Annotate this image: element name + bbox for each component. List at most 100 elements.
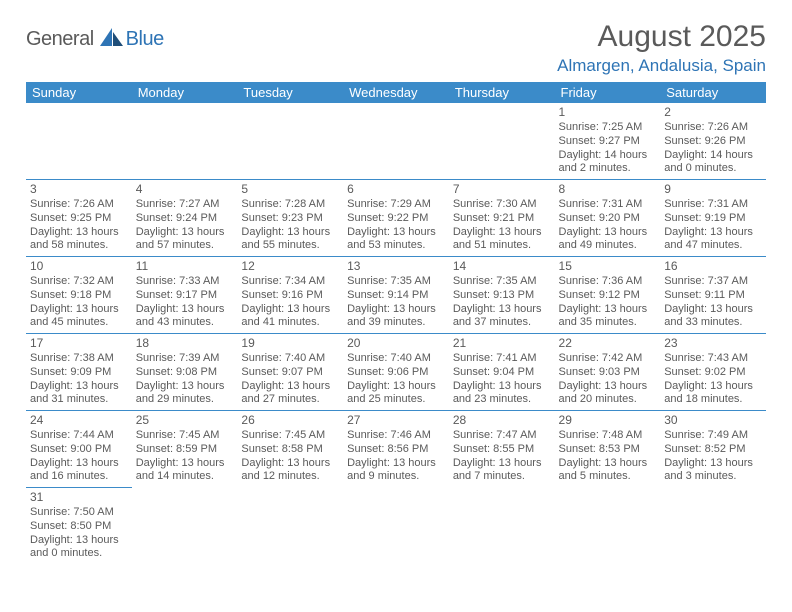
- sunset-line: Sunset: 9:14 PM: [347, 289, 445, 303]
- calendar-cell: 8Sunrise: 7:31 AMSunset: 9:20 PMDaylight…: [555, 180, 661, 257]
- sunrise-line: Sunrise: 7:45 AM: [241, 429, 339, 443]
- weekday-header: Sunday: [26, 82, 132, 103]
- day-number: 2: [664, 105, 762, 120]
- sunrise-line: Sunrise: 7:26 AM: [30, 198, 128, 212]
- sunrise-line: Sunrise: 7:38 AM: [30, 352, 128, 366]
- day-number: 8: [559, 182, 657, 197]
- calendar-week: 1Sunrise: 7:25 AMSunset: 9:27 PMDaylight…: [26, 103, 766, 180]
- calendar-cell: 16Sunrise: 7:37 AMSunset: 9:11 PMDayligh…: [660, 257, 766, 334]
- calendar-cell: 25Sunrise: 7:45 AMSunset: 8:59 PMDayligh…: [132, 411, 238, 488]
- day-number: 26: [241, 413, 339, 428]
- daylight-line: Daylight: 13 hours and 5 minutes.: [559, 457, 657, 485]
- sunset-line: Sunset: 9:09 PM: [30, 366, 128, 380]
- daylight-line: Daylight: 13 hours and 14 minutes.: [136, 457, 234, 485]
- sunrise-line: Sunrise: 7:47 AM: [453, 429, 551, 443]
- daylight-line: Daylight: 13 hours and 25 minutes.: [347, 380, 445, 408]
- calendar-cell: 13Sunrise: 7:35 AMSunset: 9:14 PMDayligh…: [343, 257, 449, 334]
- day-number: 29: [559, 413, 657, 428]
- calendar-page: General Blue August 2025 Almargen, Andal…: [0, 0, 792, 574]
- day-number: 12: [241, 259, 339, 274]
- calendar-cell: 4Sunrise: 7:27 AMSunset: 9:24 PMDaylight…: [132, 180, 238, 257]
- header: General Blue August 2025 Almargen, Andal…: [26, 20, 766, 76]
- sunrise-line: Sunrise: 7:45 AM: [136, 429, 234, 443]
- calendar-cell: 3Sunrise: 7:26 AMSunset: 9:25 PMDaylight…: [26, 180, 132, 257]
- day-number: 5: [241, 182, 339, 197]
- sunset-line: Sunset: 8:52 PM: [664, 443, 762, 457]
- sunrise-line: Sunrise: 7:46 AM: [347, 429, 445, 443]
- daylight-line: Daylight: 13 hours and 51 minutes.: [453, 226, 551, 254]
- day-number: 18: [136, 336, 234, 351]
- daylight-line: Daylight: 13 hours and 31 minutes.: [30, 380, 128, 408]
- sunrise-line: Sunrise: 7:35 AM: [347, 275, 445, 289]
- weekday-header: Monday: [132, 82, 238, 103]
- calendar-cell: 1Sunrise: 7:25 AMSunset: 9:27 PMDaylight…: [555, 103, 661, 180]
- sunset-line: Sunset: 9:21 PM: [453, 212, 551, 226]
- sunrise-line: Sunrise: 7:34 AM: [241, 275, 339, 289]
- sunset-line: Sunset: 9:02 PM: [664, 366, 762, 380]
- sunset-line: Sunset: 8:58 PM: [241, 443, 339, 457]
- day-number: 10: [30, 259, 128, 274]
- sunrise-line: Sunrise: 7:26 AM: [664, 121, 762, 135]
- sunset-line: Sunset: 8:53 PM: [559, 443, 657, 457]
- sunrise-line: Sunrise: 7:29 AM: [347, 198, 445, 212]
- day-number: 7: [453, 182, 551, 197]
- calendar-cell: [449, 488, 555, 565]
- sunset-line: Sunset: 9:08 PM: [136, 366, 234, 380]
- daylight-line: Daylight: 13 hours and 23 minutes.: [453, 380, 551, 408]
- calendar-cell: [343, 488, 449, 565]
- calendar-cell: 2Sunrise: 7:26 AMSunset: 9:26 PMDaylight…: [660, 103, 766, 180]
- daylight-line: Daylight: 13 hours and 35 minutes.: [559, 303, 657, 331]
- calendar-cell: [555, 488, 661, 565]
- day-number: 9: [664, 182, 762, 197]
- sunrise-line: Sunrise: 7:43 AM: [664, 352, 762, 366]
- day-number: 24: [30, 413, 128, 428]
- day-number: 4: [136, 182, 234, 197]
- sunset-line: Sunset: 9:13 PM: [453, 289, 551, 303]
- calendar-cell: [26, 103, 132, 180]
- sunrise-line: Sunrise: 7:28 AM: [241, 198, 339, 212]
- daylight-line: Daylight: 14 hours and 2 minutes.: [559, 149, 657, 177]
- day-number: 11: [136, 259, 234, 274]
- weekday-header: Thursday: [449, 82, 555, 103]
- daylight-line: Daylight: 13 hours and 45 minutes.: [30, 303, 128, 331]
- calendar-week: 31Sunrise: 7:50 AMSunset: 8:50 PMDayligh…: [26, 488, 766, 565]
- month-title: August 2025: [557, 20, 766, 54]
- sunset-line: Sunset: 9:18 PM: [30, 289, 128, 303]
- calendar-cell: 7Sunrise: 7:30 AMSunset: 9:21 PMDaylight…: [449, 180, 555, 257]
- day-number: 30: [664, 413, 762, 428]
- sunset-line: Sunset: 8:55 PM: [453, 443, 551, 457]
- location-subtitle: Almargen, Andalusia, Spain: [557, 56, 766, 76]
- sunrise-line: Sunrise: 7:32 AM: [30, 275, 128, 289]
- calendar-cell: 5Sunrise: 7:28 AMSunset: 9:23 PMDaylight…: [237, 180, 343, 257]
- daylight-line: Daylight: 13 hours and 33 minutes.: [664, 303, 762, 331]
- sunset-line: Sunset: 9:27 PM: [559, 135, 657, 149]
- sunrise-line: Sunrise: 7:50 AM: [30, 506, 128, 520]
- sunset-line: Sunset: 9:19 PM: [664, 212, 762, 226]
- sunset-line: Sunset: 9:24 PM: [136, 212, 234, 226]
- daylight-line: Daylight: 13 hours and 41 minutes.: [241, 303, 339, 331]
- title-block: August 2025 Almargen, Andalusia, Spain: [557, 20, 766, 76]
- calendar-cell: 23Sunrise: 7:43 AMSunset: 9:02 PMDayligh…: [660, 334, 766, 411]
- calendar-cell: 17Sunrise: 7:38 AMSunset: 9:09 PMDayligh…: [26, 334, 132, 411]
- calendar-cell: [237, 103, 343, 180]
- daylight-line: Daylight: 13 hours and 18 minutes.: [664, 380, 762, 408]
- calendar-cell: 26Sunrise: 7:45 AMSunset: 8:58 PMDayligh…: [237, 411, 343, 488]
- daylight-line: Daylight: 13 hours and 57 minutes.: [136, 226, 234, 254]
- day-number: 14: [453, 259, 551, 274]
- daylight-line: Daylight: 13 hours and 49 minutes.: [559, 226, 657, 254]
- calendar-cell: 19Sunrise: 7:40 AMSunset: 9:07 PMDayligh…: [237, 334, 343, 411]
- calendar-cell: 24Sunrise: 7:44 AMSunset: 9:00 PMDayligh…: [26, 411, 132, 488]
- calendar-cell: 18Sunrise: 7:39 AMSunset: 9:08 PMDayligh…: [132, 334, 238, 411]
- sunrise-line: Sunrise: 7:49 AM: [664, 429, 762, 443]
- day-number: 19: [241, 336, 339, 351]
- daylight-line: Daylight: 13 hours and 7 minutes.: [453, 457, 551, 485]
- calendar-cell: 14Sunrise: 7:35 AMSunset: 9:13 PMDayligh…: [449, 257, 555, 334]
- brand-logo: General Blue: [26, 20, 164, 51]
- calendar-cell: [343, 103, 449, 180]
- calendar-cell: 15Sunrise: 7:36 AMSunset: 9:12 PMDayligh…: [555, 257, 661, 334]
- calendar-cell: 10Sunrise: 7:32 AMSunset: 9:18 PMDayligh…: [26, 257, 132, 334]
- calendar-cell: 21Sunrise: 7:41 AMSunset: 9:04 PMDayligh…: [449, 334, 555, 411]
- calendar-week: 3Sunrise: 7:26 AMSunset: 9:25 PMDaylight…: [26, 180, 766, 257]
- brand-word-1: General: [26, 28, 94, 51]
- calendar-cell: 30Sunrise: 7:49 AMSunset: 8:52 PMDayligh…: [660, 411, 766, 488]
